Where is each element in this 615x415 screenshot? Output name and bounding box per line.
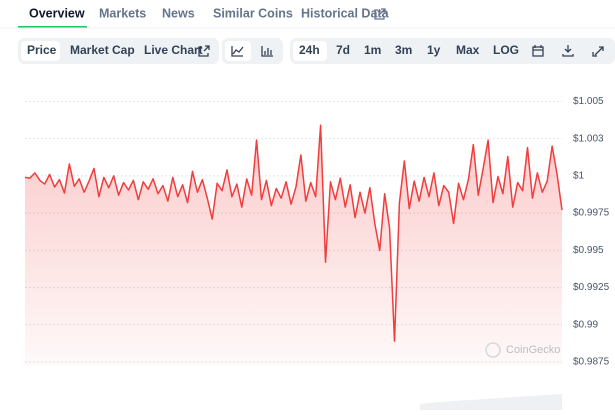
external-icon: [198, 45, 210, 57]
tab[interactable]: Historical Data: [301, 6, 390, 20]
view-button[interactable]: Price: [27, 43, 57, 57]
range-button[interactable]: 1y: [427, 43, 441, 57]
area: [25, 125, 562, 365]
y-tick-label: $1: [573, 171, 585, 182]
y-tick-label: $0.9875: [573, 357, 610, 368]
range-button[interactable]: 7d: [336, 43, 350, 57]
y-tick-label: $0.99: [573, 319, 598, 330]
expand-icon[interactable]: [592, 46, 604, 57]
calendar-icon[interactable]: [532, 45, 544, 57]
button-group: [290, 38, 615, 64]
range-button[interactable]: 3m: [395, 43, 412, 57]
y-tick-label: $0.995: [573, 245, 604, 256]
range-button[interactable]: 24h: [299, 43, 320, 57]
download-icon[interactable]: [562, 45, 574, 57]
navigator: [420, 394, 562, 410]
range-button[interactable]: 1m: [364, 43, 381, 57]
range-button[interactable]: Max: [456, 43, 480, 57]
candle-chart-icon[interactable]: [261, 46, 273, 57]
y-tick-label: $0.9925: [573, 282, 610, 293]
watermark: CoinGecko: [506, 344, 560, 356]
selected-button: [21, 41, 60, 61]
range-button[interactable]: LOG: [493, 43, 519, 57]
y-tick-label: $1.005: [573, 96, 604, 107]
line-chart-icon[interactable]: [231, 46, 244, 57]
external-icon: [374, 8, 386, 20]
y-tick-label: $0.9975: [573, 208, 610, 219]
tab[interactable]: News: [162, 6, 195, 20]
tab[interactable]: Markets: [99, 6, 146, 20]
tab[interactable]: Overview: [29, 6, 85, 20]
watermark-logo: [485, 342, 501, 358]
tab-underline: [18, 26, 87, 28]
button-group: [18, 38, 219, 64]
view-button[interactable]: Live Chart: [144, 43, 203, 57]
view-button[interactable]: Market Cap: [70, 43, 135, 57]
selected-button: [293, 41, 327, 61]
tab[interactable]: Similar Coins: [213, 6, 293, 20]
y-tick-label: $1.003: [573, 133, 604, 144]
line: [24, 124, 563, 342]
